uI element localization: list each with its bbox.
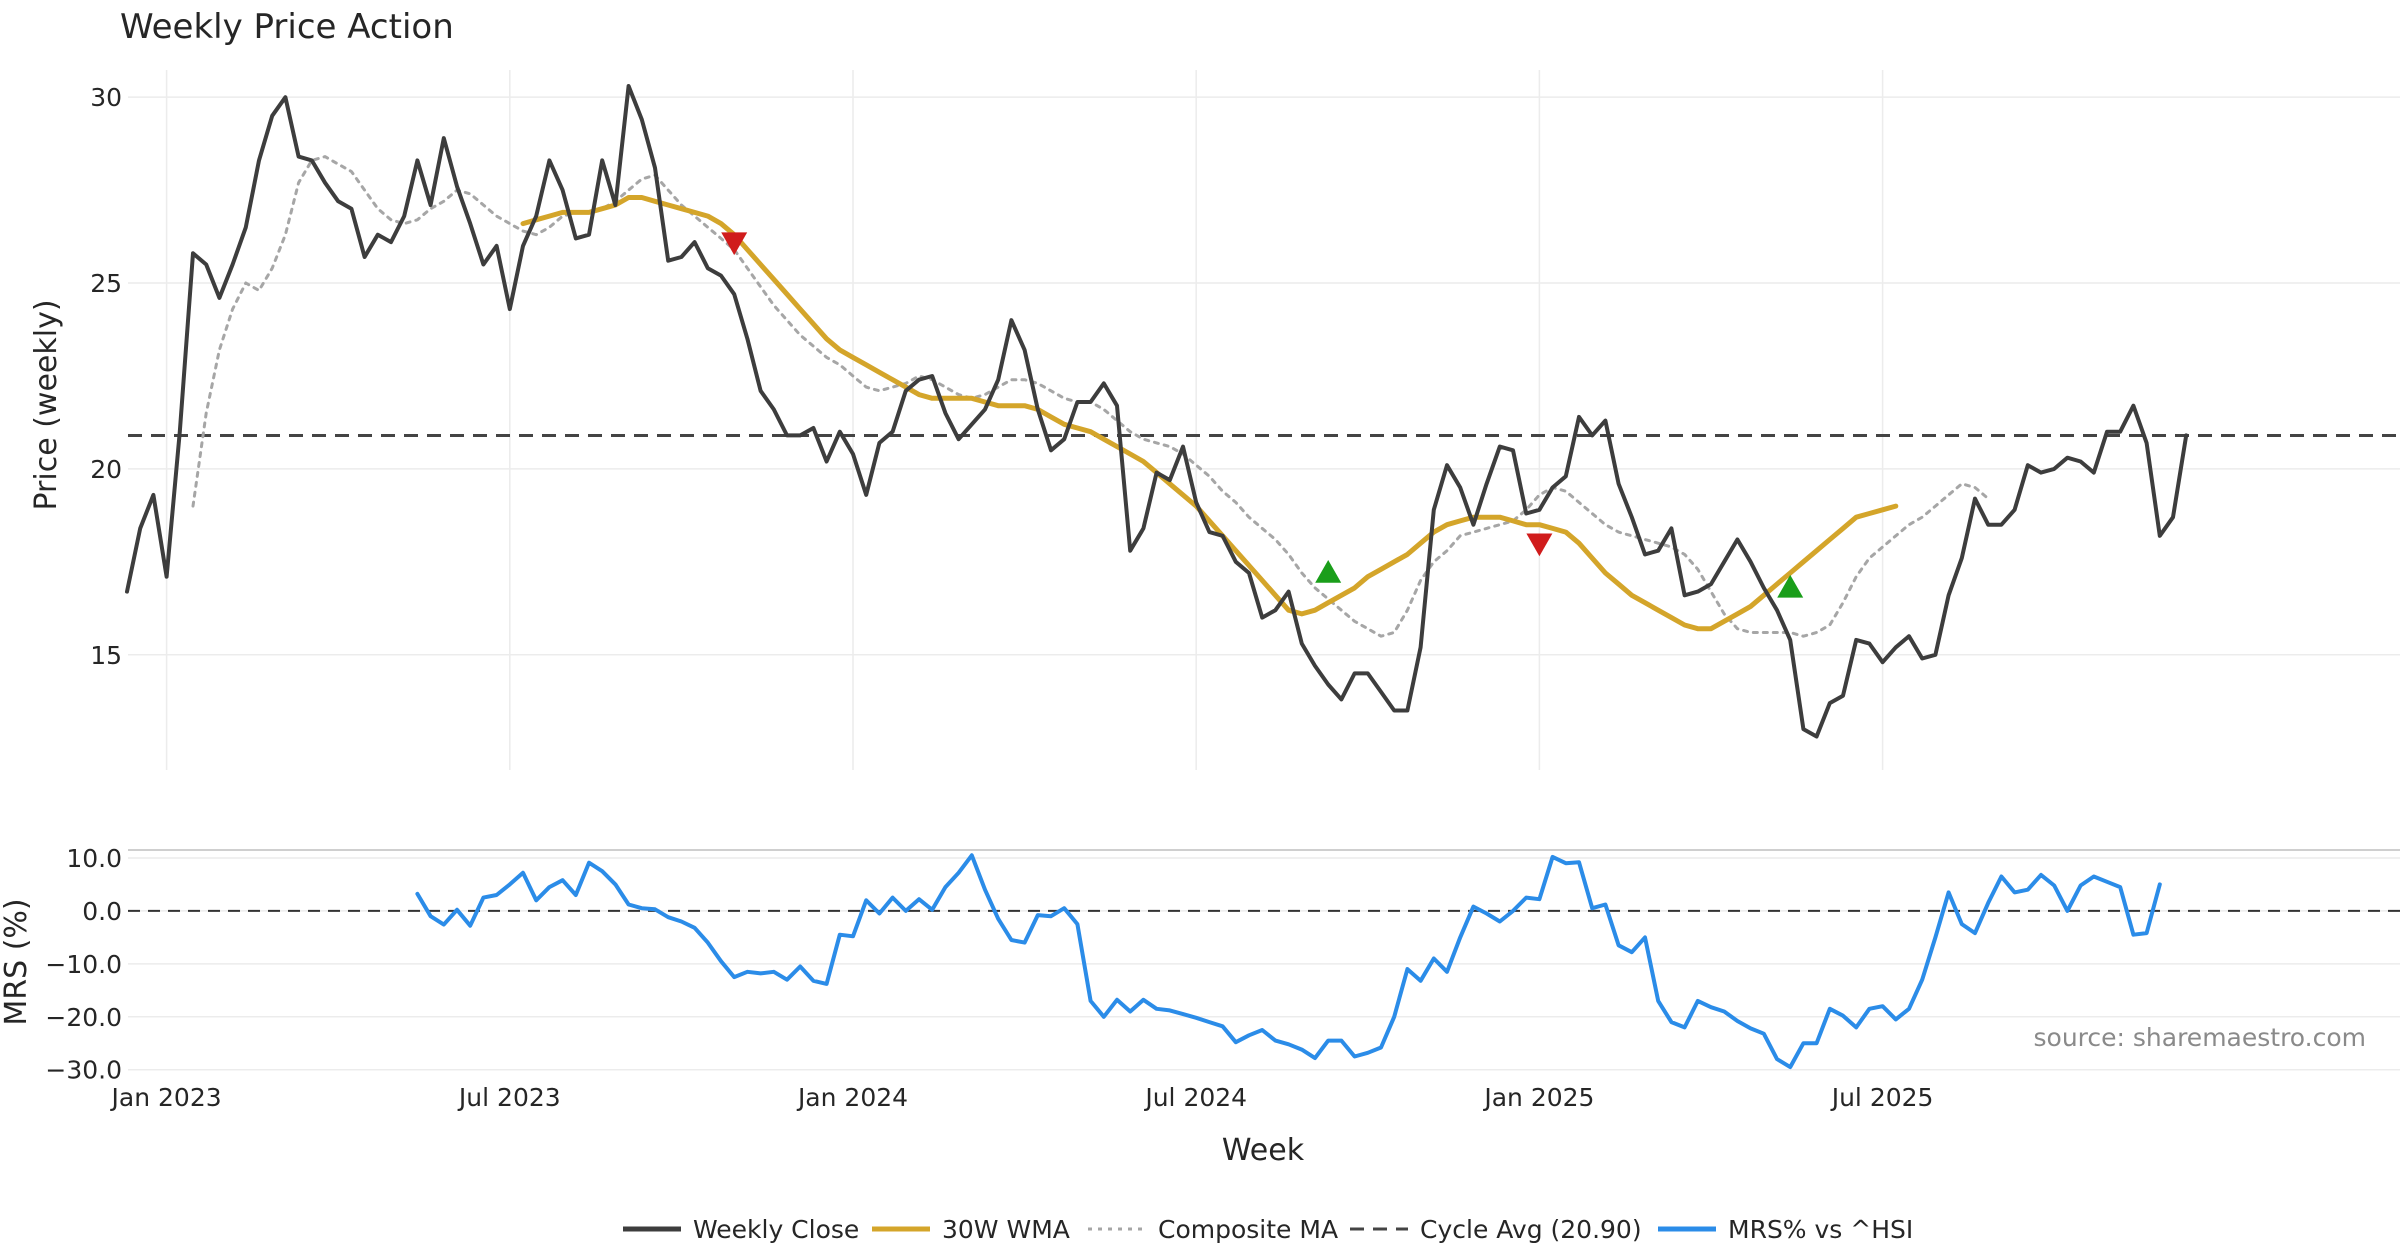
x-tick-label: Jul 2024	[1143, 1083, 1247, 1112]
x-tick-label: Jul 2023	[457, 1083, 561, 1112]
price-y-tick-label: 15	[90, 641, 122, 670]
source-annotation: source: sharemaestro.com	[2034, 1023, 2367, 1052]
composite-ma-line	[191, 155, 1990, 638]
mrs-line	[415, 853, 2162, 1070]
price-y-axis-label: Price (weekly)	[29, 299, 64, 510]
x-tick-label: Jul 2025	[1830, 1083, 1934, 1112]
legend-label: Weekly Close	[693, 1215, 859, 1244]
wma-30w-line	[520, 195, 1899, 632]
price-y-tick-label: 20	[90, 455, 122, 484]
x-tick-label: Jan 2023	[110, 1083, 222, 1112]
sell-signal-marker	[1526, 533, 1553, 557]
mrs-y-axis-label: MRS (%)	[0, 898, 34, 1025]
buy-signal-marker	[1777, 574, 1804, 598]
legend-label: Cycle Avg (20.90)	[1420, 1215, 1642, 1244]
signal-markers	[721, 232, 1804, 598]
x-tick-label: Jan 2024	[796, 1083, 908, 1112]
price-panel-grid	[128, 70, 2400, 770]
buy-signal-marker	[1315, 559, 1342, 583]
legend-label: MRS% vs ^HSI	[1728, 1215, 1913, 1244]
x-tick-label: Jan 2025	[1482, 1083, 1594, 1112]
legend: Weekly Close 30W WMA Composite MA Cycle Avg…	[623, 1215, 1913, 1244]
x-axis-label: Week	[1222, 1133, 1305, 1168]
mrs-panel-grid	[128, 857, 2400, 1071]
legend-label: Composite MA	[1158, 1215, 1338, 1244]
mrs-y-tick-label: −20.0	[45, 1003, 122, 1032]
mrs-y-tick-label: 0.0	[82, 897, 122, 926]
mrs-y-tick-label: 10.0	[66, 844, 122, 873]
mrs-y-tick-label: −30.0	[45, 1056, 122, 1085]
price-y-tick-label: 25	[90, 269, 122, 298]
price-y-tick-label: 30	[90, 83, 122, 112]
chart-title: Weekly Price Action	[120, 7, 454, 47]
legend-label: 30W WMA	[942, 1215, 1070, 1244]
mrs-y-axis: 10.0 0.0 −10.0 −20.0 −30.0	[45, 844, 122, 1085]
sell-signal-marker	[721, 232, 748, 256]
x-axis: Jan 2023 Jul 2023 Jan 2024 Jul 2024 Jan 2025…	[110, 1083, 1934, 1112]
weekly-close-line	[125, 84, 2189, 739]
chart-series	[125, 84, 2400, 1070]
price-y-axis: 15 20 25 30	[90, 83, 122, 670]
mrs-y-tick-label: −10.0	[45, 950, 122, 979]
